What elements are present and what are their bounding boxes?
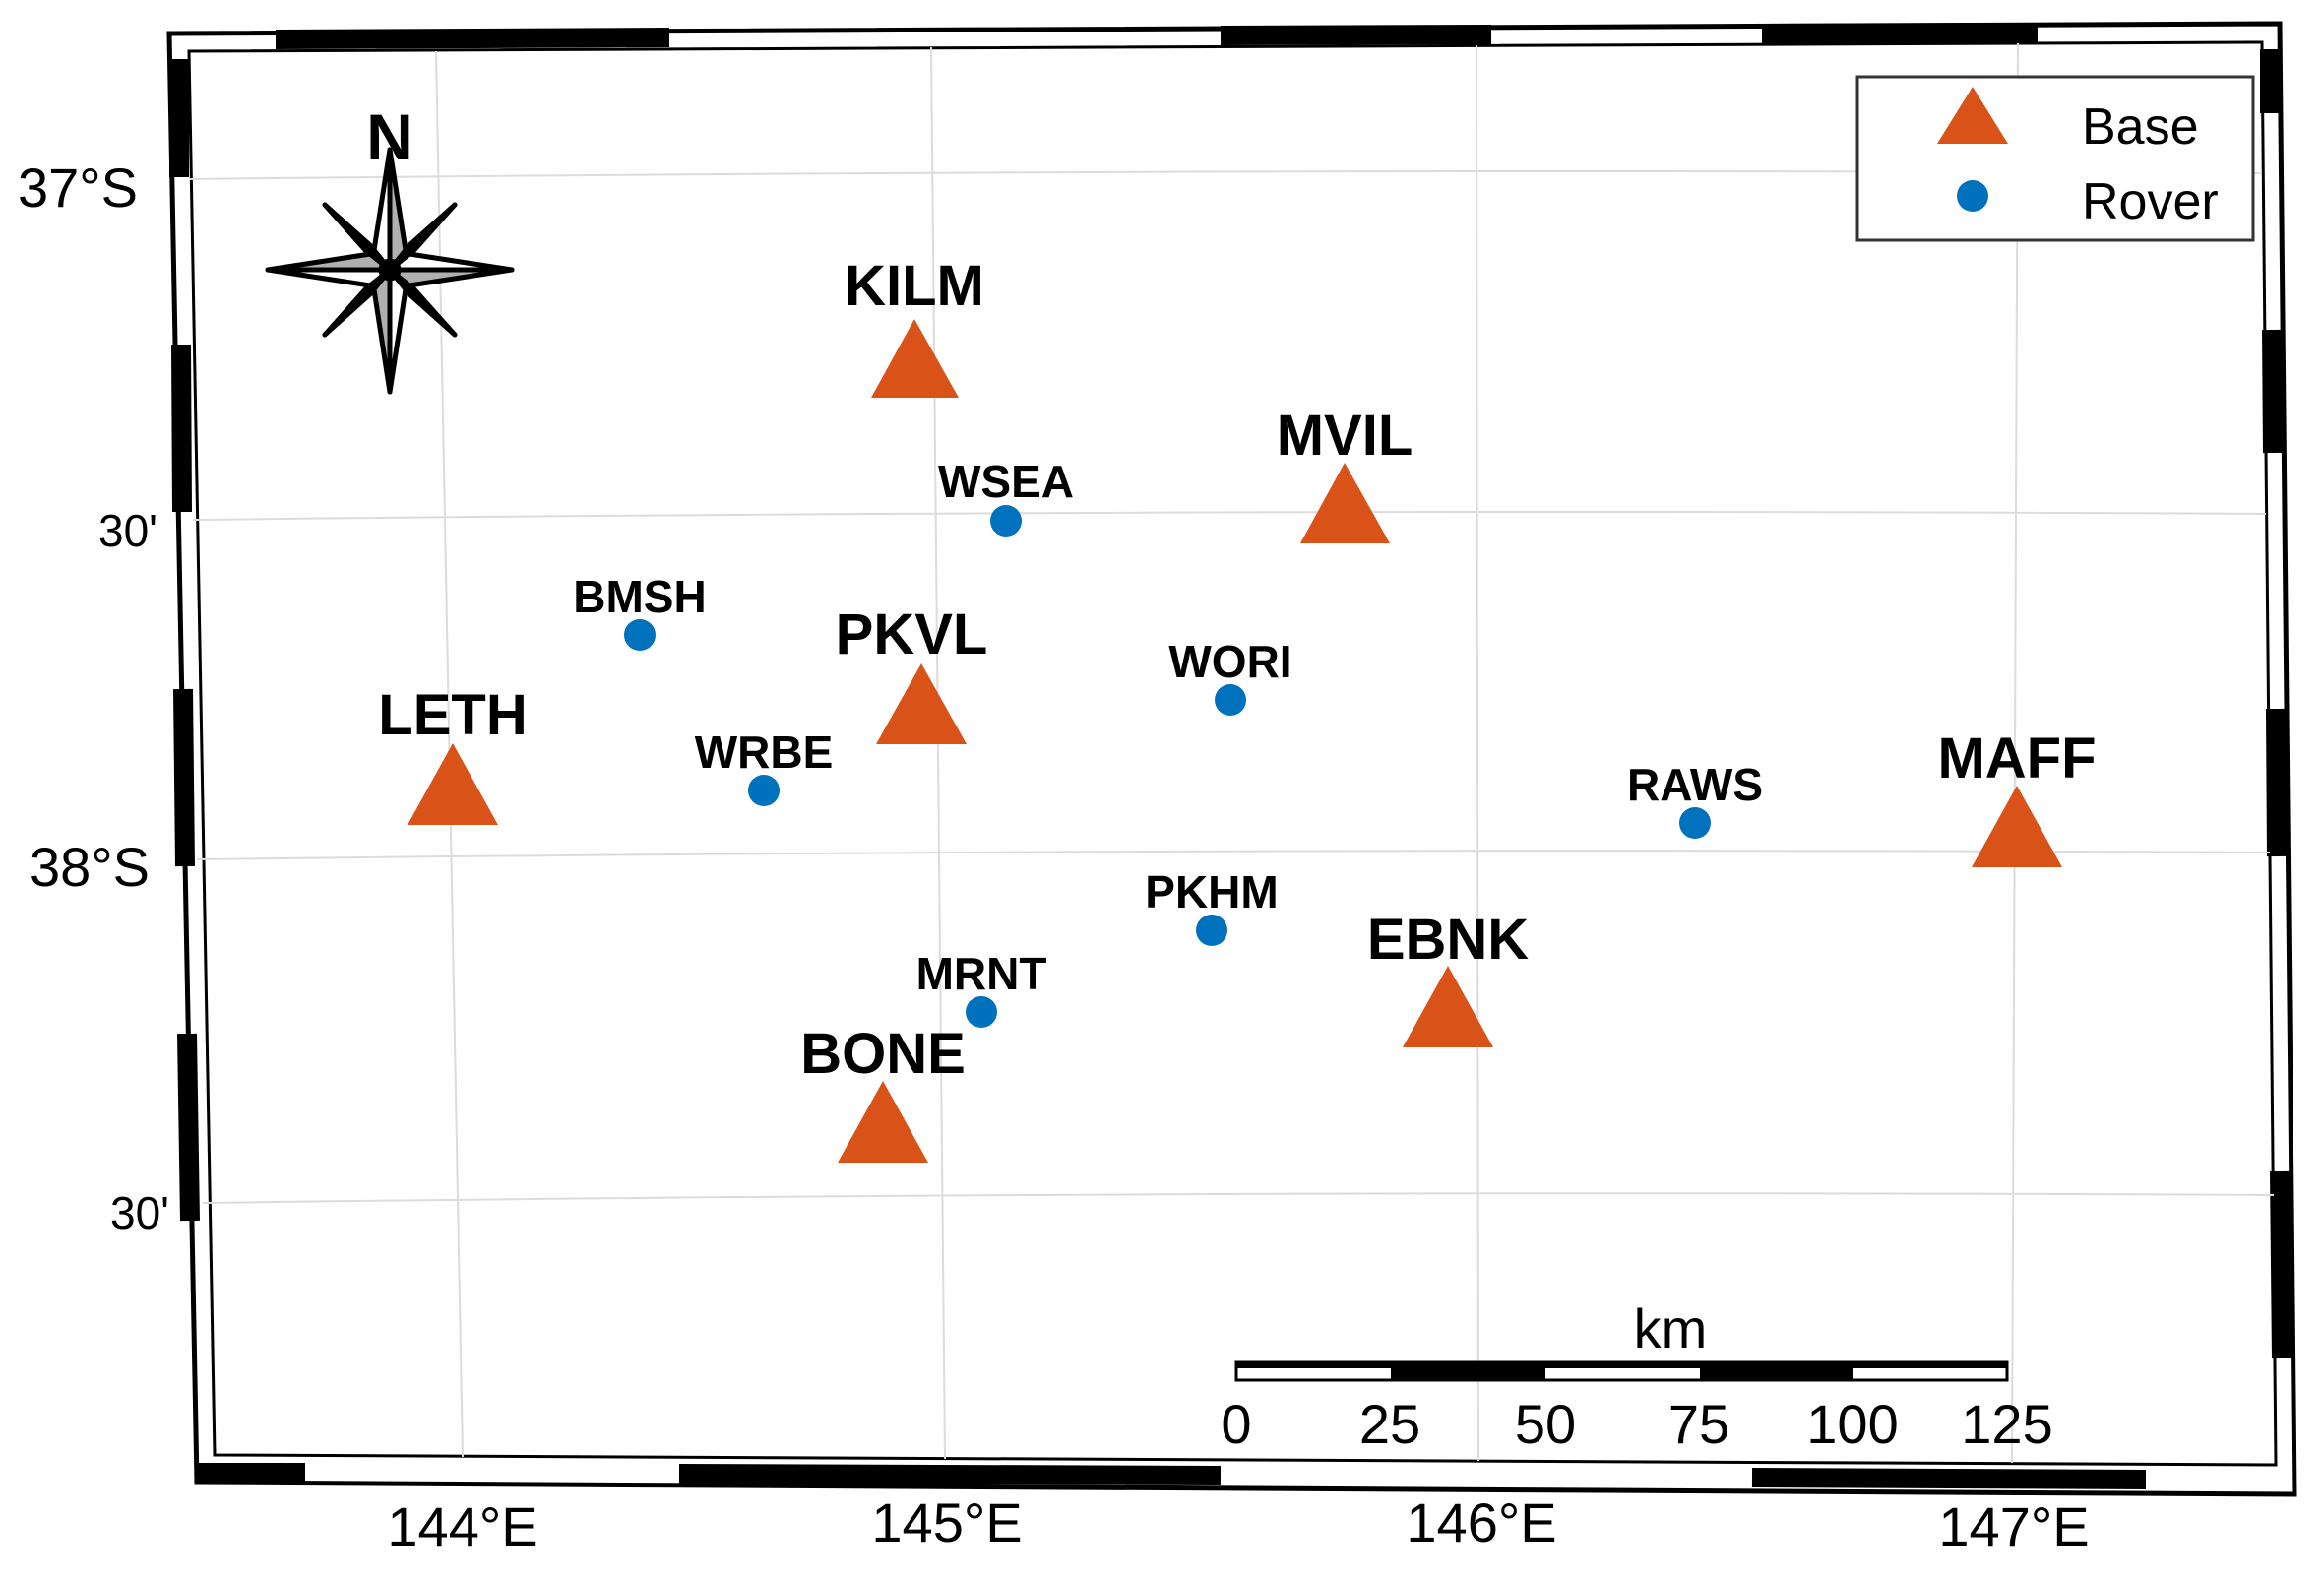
rover-stations: WSEA BMSH WORI WRBE RAWS PKHM MRNT [573, 456, 1763, 1028]
scale-tick-0: 0 [1221, 1393, 1251, 1455]
rover-label: BMSH [573, 571, 706, 622]
scale-tick-100: 100 [1806, 1393, 1898, 1455]
grid-lon-147 [2011, 42, 2019, 1464]
rover-station-bmsh[interactable]: BMSH [573, 571, 707, 651]
lon-label-147e: 147°E [1938, 1495, 2089, 1557]
grid-lat-38-30 [202, 1192, 2275, 1204]
scale-segment-5 [1853, 1362, 2007, 1368]
base-station-pkvl[interactable]: PKVL [836, 602, 988, 744]
scale-tick-50: 50 [1515, 1393, 1576, 1455]
base-marker [838, 1081, 928, 1163]
base-label: LETH [378, 683, 527, 747]
rover-marker [990, 505, 1022, 537]
legend-rover-label: Rover [2082, 173, 2219, 230]
compass-point-e-bottom [387, 267, 515, 288]
lat-label-37-30: 30' [98, 505, 157, 556]
rover-station-wrbe[interactable]: WRBE [695, 726, 834, 806]
lat-label-38-30: 30' [110, 1187, 169, 1238]
rover-station-wori[interactable]: WORI [1168, 636, 1292, 716]
legend: Base Rover [1855, 75, 2255, 242]
base-station-maff[interactable]: MAFF [1937, 726, 2097, 867]
scale-tick-125: 125 [1961, 1393, 2052, 1455]
base-station-kilm[interactable]: KILM [845, 254, 984, 398]
base-station-mvil[interactable]: MVIL [1277, 404, 1413, 543]
frame-border-right [2260, 49, 2292, 1359]
frame-border-bottom [197, 1463, 2147, 1489]
rover-label: WORI [1168, 636, 1291, 687]
base-marker [871, 319, 959, 398]
frame-outer [166, 21, 2297, 1497]
lon-label-145e: 145°E [871, 1491, 1022, 1553]
compass-rose: N [265, 100, 515, 395]
grid-lat-37-30 [192, 511, 2267, 521]
base-label: PKVL [836, 602, 988, 666]
scale-segment-3 [1545, 1362, 1700, 1368]
scale-segment-4 [1700, 1362, 1853, 1380]
scale-bar: km 0 25 50 75 100 125 [1221, 1297, 2052, 1455]
compass-point-n-right [387, 147, 408, 273]
rover-marker [966, 996, 997, 1028]
base-marker [1972, 786, 2062, 867]
rover-label: RAWS [1627, 759, 1763, 810]
rover-marker [1215, 684, 1246, 716]
base-station-ebnk[interactable]: EBNK [1367, 908, 1529, 1047]
base-station-bone[interactable]: BONE [800, 1022, 966, 1163]
lat-label-37s: 37°S [18, 157, 138, 219]
base-marker [408, 743, 498, 825]
scale-tick-75: 75 [1668, 1393, 1729, 1455]
legend-base-label: Base [2082, 98, 2199, 156]
legend-base-marker [1937, 87, 2008, 144]
rover-station-pkhm[interactable]: PKHM [1145, 866, 1279, 946]
latitude-labels: 37°S 30' 38°S 30' [18, 157, 169, 1238]
map-frame [166, 21, 2297, 1497]
rover-station-mrnt[interactable]: MRNT [916, 948, 1047, 1028]
lon-label-146e: 146°E [1406, 1491, 1556, 1553]
graticule [188, 42, 2275, 1464]
rover-label: WSEA [938, 456, 1074, 507]
rover-label: PKHM [1145, 866, 1278, 917]
rover-station-raws[interactable]: RAWS [1627, 759, 1763, 839]
base-marker [1300, 463, 1390, 543]
base-marker [1403, 966, 1493, 1047]
legend-rover-marker [1957, 180, 1988, 212]
rover-marker [1679, 807, 1711, 839]
grid-lon-146 [1476, 44, 1479, 1462]
base-stations: KILM MVIL PKVL LETH MAFF EBNK BONE [378, 254, 2097, 1163]
lon-label-144e: 144°E [387, 1495, 537, 1557]
scale-segment-1 [1236, 1362, 1391, 1368]
compass-center [378, 258, 402, 282]
rover-station-wsea[interactable]: WSEA [938, 456, 1074, 537]
base-label: KILM [845, 254, 984, 318]
frame-inner [187, 40, 2278, 1467]
scale-unit-label: km [1634, 1297, 1708, 1359]
rover-marker [1196, 915, 1227, 946]
base-label: MAFF [1937, 726, 2096, 790]
frame-border-top [275, 23, 2039, 49]
rover-label: MRNT [916, 948, 1047, 999]
frame-border-left [169, 59, 200, 1222]
grid-lon-145 [930, 46, 946, 1460]
legend-box [1855, 75, 2255, 242]
compass-point-s-right [387, 267, 408, 395]
scale-tick-25: 25 [1359, 1393, 1420, 1455]
base-label: MVIL [1277, 404, 1413, 468]
rover-label: WRBE [695, 726, 834, 778]
compass-point-w-bottom [265, 267, 393, 288]
rover-marker [748, 775, 780, 806]
base-label: BONE [800, 1022, 966, 1086]
grid-lat-38 [196, 850, 2271, 860]
base-station-leth[interactable]: LETH [378, 683, 528, 825]
base-marker [876, 663, 967, 744]
rover-marker [624, 619, 656, 651]
scale-segment-2 [1391, 1362, 1545, 1380]
base-label: EBNK [1367, 908, 1529, 972]
lat-label-38s: 38°S [30, 836, 150, 898]
longitude-labels: 144°E 145°E 146°E 147°E [387, 1491, 2089, 1557]
